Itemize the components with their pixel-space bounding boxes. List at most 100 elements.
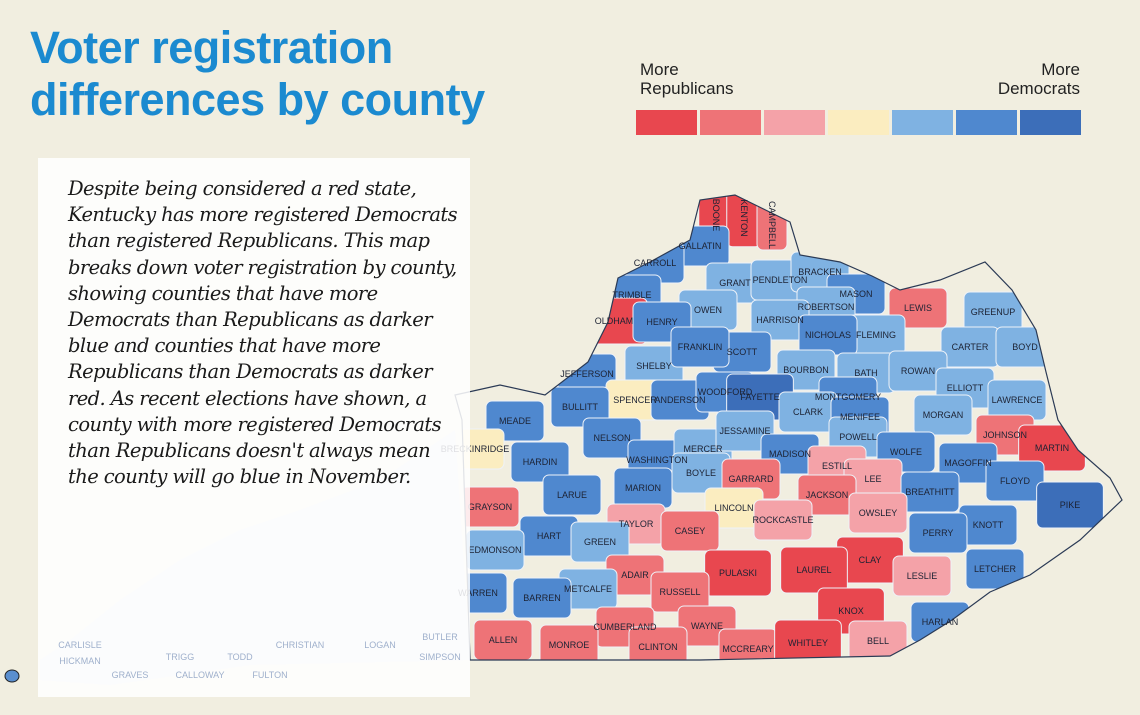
county-label: LAWRENCE xyxy=(992,395,1043,405)
county-label: CASEY xyxy=(675,526,706,536)
county-label: CLINTON xyxy=(638,642,677,652)
county-label: GRAYSON xyxy=(468,502,512,512)
county-label: OLDHAM xyxy=(595,316,634,326)
county-barren xyxy=(512,577,572,619)
county-owsley xyxy=(848,492,908,534)
county-label: KNOX xyxy=(838,606,864,616)
legend-swatches xyxy=(636,110,1081,135)
county-label: POWELL xyxy=(839,432,877,442)
county-label: MADISON xyxy=(769,449,811,459)
map-title: Voter registration differences by county xyxy=(30,22,485,126)
county-label: HART xyxy=(537,531,562,541)
county-label: FLOYD xyxy=(1000,476,1031,486)
county-casey xyxy=(660,510,720,552)
county-label: PENDLETON xyxy=(753,275,808,285)
title-line-2: differences by county xyxy=(30,74,485,125)
county-label: PERRY xyxy=(923,528,954,538)
legend-swatch--1 xyxy=(764,110,825,135)
county-label: BOURBON xyxy=(783,365,829,375)
county-label: ESTILL xyxy=(822,461,852,471)
county-label: JOHNSON xyxy=(983,430,1027,440)
county-label: KENTON xyxy=(739,199,749,236)
legend-swatch-2 xyxy=(956,110,1017,135)
legend-swatch-1 xyxy=(892,110,953,135)
county-label: JACKSON xyxy=(806,490,849,500)
county-label: MASON xyxy=(839,289,872,299)
county-laurel xyxy=(780,546,848,594)
county-whitley xyxy=(774,619,842,660)
county-label: FRANKLIN xyxy=(678,342,723,352)
county-label: ADAIR xyxy=(621,570,649,580)
county-label: GREENUP xyxy=(971,307,1016,317)
county-perry xyxy=(908,512,968,554)
county-label: BATH xyxy=(854,368,877,378)
county-label: WAYNE xyxy=(691,621,723,631)
county-label: BOYLE xyxy=(686,468,716,478)
county-label: MCCREARY xyxy=(722,644,773,654)
county-monroe xyxy=(539,624,599,660)
county-label: FAYETTE xyxy=(740,392,779,402)
county-label: ANDERSON xyxy=(654,395,705,405)
county-label: HARDIN xyxy=(523,457,558,467)
legend-democrats-label: More Democrats xyxy=(997,60,1080,98)
county-allen xyxy=(473,619,533,660)
county-clinton xyxy=(628,626,688,660)
county-label: ROCKCASTLE xyxy=(752,515,813,525)
legend-swatch-0 xyxy=(828,110,889,135)
county-label: OWEN xyxy=(694,305,722,315)
county-label: MONTGOMERY xyxy=(815,392,881,402)
state-outline xyxy=(454,194,1123,661)
county-label: MERCER xyxy=(683,444,723,454)
county-label: FLEMING xyxy=(856,330,896,340)
county-label: WHITLEY xyxy=(788,638,828,648)
county-label: JESSAMINE xyxy=(719,426,770,436)
county-label: MORGAN xyxy=(923,410,964,420)
legend-swatch--2 xyxy=(700,110,761,135)
county-label: KNOTT xyxy=(973,520,1004,530)
county-franklin xyxy=(670,326,730,368)
county-label: LEE xyxy=(864,474,881,484)
county-label: BOYD xyxy=(1012,342,1038,352)
county-rockcastle xyxy=(753,499,813,541)
description-text: Despite being considered a red state, Ke… xyxy=(68,177,458,489)
county-label: LINCOLN xyxy=(714,503,753,513)
county-label: CLAY xyxy=(859,555,882,565)
county-label: LEWIS xyxy=(904,303,932,313)
county-label: MARTIN xyxy=(1035,443,1069,453)
county-label: BOONE xyxy=(711,199,721,232)
county-label: OWSLEY xyxy=(859,508,898,518)
county-larue xyxy=(542,474,602,516)
county-label: MARION xyxy=(625,483,661,493)
county-label: RUSSELL xyxy=(659,587,700,597)
county-label: WOODFORD xyxy=(698,387,753,397)
county-breathitt xyxy=(900,471,960,513)
county-label: ROWAN xyxy=(901,366,935,376)
county-green xyxy=(570,521,630,563)
county-label: LARUE xyxy=(557,490,587,500)
county-label: MENIFEE xyxy=(840,412,880,422)
county-label: GARRARD xyxy=(728,474,774,484)
county-letcher xyxy=(965,548,1025,590)
county-label: BREATHITT xyxy=(905,487,955,497)
county-label: MAGOFFIN xyxy=(944,458,992,468)
county-hardin xyxy=(510,441,570,483)
county-label: SCOTT xyxy=(727,347,758,357)
county-label: GALLATIN xyxy=(679,241,722,251)
county-label: HENRY xyxy=(646,317,677,327)
description-panel xyxy=(38,158,470,697)
county-label: CUMBERLAND xyxy=(593,622,657,632)
county-label: TAYLOR xyxy=(619,519,654,529)
county-label: LESLIE xyxy=(907,571,938,581)
county-label: BULLITT xyxy=(562,402,599,412)
county-label: WOLFE xyxy=(890,447,922,457)
county-label: HARRISON xyxy=(756,315,804,325)
title-line-1: Voter registration xyxy=(30,22,393,73)
county-label: ELLIOTT xyxy=(947,383,984,393)
county-label: GREEN xyxy=(584,537,616,547)
county-label: JEFFERSON xyxy=(560,369,614,379)
island-marker xyxy=(4,669,20,683)
county-jessamine xyxy=(715,410,775,452)
county-label: GRANT xyxy=(719,278,751,288)
county-label: NICHOLAS xyxy=(805,330,851,340)
